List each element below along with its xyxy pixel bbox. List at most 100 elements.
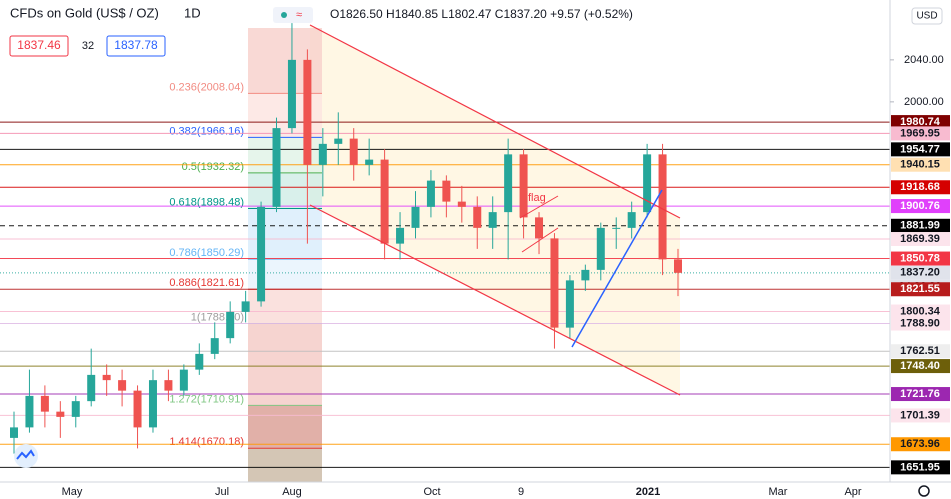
candle-body <box>612 227 621 229</box>
candle-body <box>504 154 513 213</box>
price-label-bg <box>891 460 950 475</box>
candle-body <box>643 154 652 213</box>
price-label: 1918.68 <box>900 181 940 193</box>
price-label: 1788.90 <box>900 317 940 329</box>
icon: ≈ <box>296 9 302 21</box>
ohlc: O1826.50 H1840.85 L1802.47 C1837.20 +9.5… <box>330 7 633 21</box>
candle-body <box>226 311 235 339</box>
price-label: 1701.39 <box>900 409 940 421</box>
price-label: 1869.39 <box>900 233 940 245</box>
price-label-bg <box>891 344 950 359</box>
price-label-bg <box>891 180 950 195</box>
x-tick-label: Aug <box>282 486 302 498</box>
channel-upper <box>309 24 681 219</box>
candle-body <box>565 280 574 328</box>
legend-header: CFDs on Gold (US$ / OZ) 1D ≈ O1826.50 H1… <box>9 5 633 57</box>
price-label-bg <box>891 282 950 297</box>
y-tick-label: 2000.00 <box>904 96 944 108</box>
candle-body <box>10 427 18 438</box>
settings-icon[interactable] <box>918 485 930 497</box>
candle-body <box>457 201 466 207</box>
annotation: flag <box>528 192 546 204</box>
price-label: 1900.76 <box>900 200 940 212</box>
indicator-toggle[interactable] <box>273 7 313 23</box>
x-tick-label: Apr <box>844 486 861 498</box>
candle-body <box>257 206 266 302</box>
candle-body <box>488 212 497 228</box>
fib-band <box>248 448 322 482</box>
candle-body <box>25 395 34 428</box>
fib-label: 0.618(1898.48) <box>169 196 244 208</box>
logo-mark <box>16 449 35 460</box>
price-label: 1651.95 <box>900 461 940 473</box>
price-label-bg <box>891 359 950 374</box>
candle-body <box>674 259 682 273</box>
price-label-bg <box>891 142 950 157</box>
candle-body <box>133 390 142 428</box>
channel-fill <box>310 25 680 395</box>
candle-body <box>241 301 250 312</box>
fib-label: 1(1788.90) <box>191 311 244 323</box>
fib-band <box>248 172 322 209</box>
price-label-bg <box>891 437 950 452</box>
x-tick-label: Jul <box>215 486 229 498</box>
price-label: 1940.15 <box>900 159 940 171</box>
y-tick-label: 2040.00 <box>904 54 944 66</box>
candle-body <box>179 369 188 391</box>
candle-body <box>396 227 405 244</box>
candle-body <box>426 180 435 207</box>
candle-body <box>287 59 296 129</box>
fib-band <box>248 405 322 449</box>
x-tick-label: 9 <box>518 486 524 498</box>
candle-body <box>411 206 420 228</box>
fib-label: 0.382(1966.16) <box>169 125 244 137</box>
fib-label: 1.414(1670.18) <box>169 436 244 448</box>
price-label-bg <box>891 387 950 402</box>
status-dot <box>281 12 287 18</box>
price-label: 1762.51 <box>900 345 940 357</box>
candle-body <box>56 411 65 417</box>
x-tick-label: Oct <box>423 486 440 498</box>
currency: USD <box>916 11 937 22</box>
candle-body <box>195 353 204 370</box>
price-label: 1954.77 <box>900 143 940 155</box>
fib-label: 0.886(1821.61) <box>169 277 244 289</box>
price-label-bg <box>891 218 950 233</box>
candle-body <box>40 395 49 412</box>
interval: 1D <box>184 5 201 20</box>
flag-line <box>521 227 559 253</box>
candle-body <box>164 380 173 391</box>
candle-body <box>318 143 327 165</box>
fib-label: 0.236(2008.04) <box>169 81 244 93</box>
candle-body <box>102 374 111 381</box>
price-label: 1721.76 <box>900 388 940 400</box>
candle-body <box>596 227 605 270</box>
candles <box>10 23 682 454</box>
price-label: 1837.20 <box>900 267 940 279</box>
channel-lower <box>309 204 681 396</box>
price-label-bg <box>891 199 950 214</box>
price-label: 1850.78 <box>900 252 940 264</box>
price-label-bg <box>891 265 950 280</box>
trend-line <box>571 189 663 348</box>
candle-body <box>473 206 482 228</box>
drawings: flag <box>309 24 681 396</box>
candle-body <box>519 154 528 218</box>
ask: 1837.78 <box>114 38 158 52</box>
bid: 1837.46 <box>17 38 61 52</box>
x-tick-label: 2021 <box>636 486 660 498</box>
flag-line <box>519 195 559 219</box>
price-label-bg <box>891 251 950 266</box>
candle-body <box>87 374 96 402</box>
candle-body <box>71 401 80 417</box>
sell-button[interactable] <box>9 35 69 57</box>
price-label-bg <box>891 157 950 172</box>
price-label-bg <box>891 232 950 247</box>
buy-button[interactable] <box>106 35 166 57</box>
price-label-bg <box>891 126 950 141</box>
candle-body <box>380 159 389 244</box>
price-label: 1821.55 <box>900 283 940 295</box>
currency-button[interactable] <box>911 7 943 25</box>
